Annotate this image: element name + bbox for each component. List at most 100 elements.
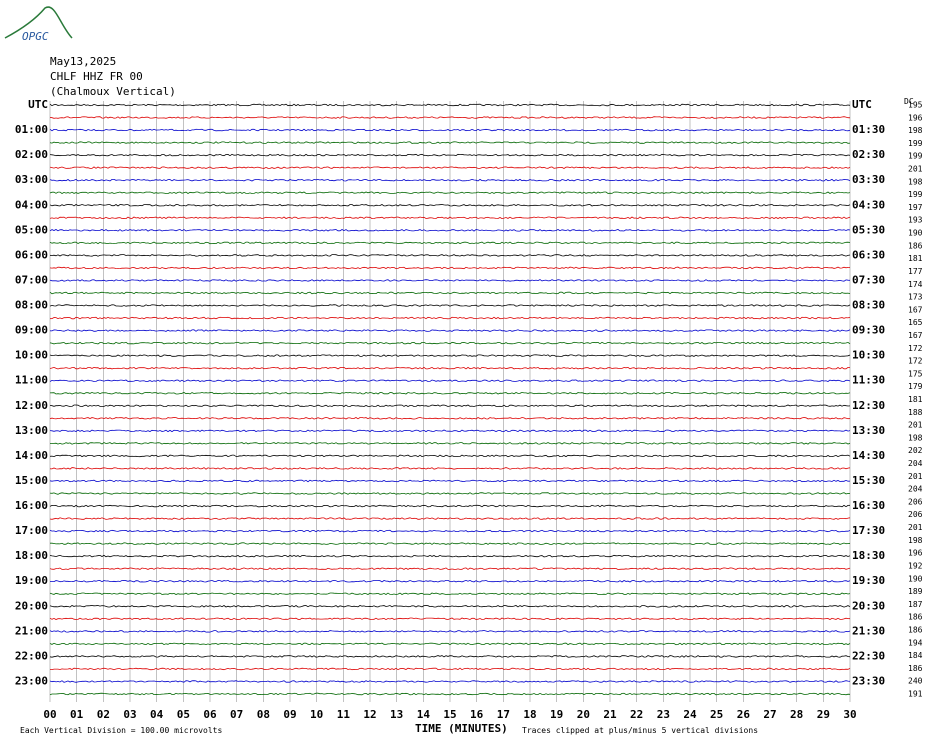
right-time-label: 09:30 xyxy=(852,324,885,337)
left-time-label: 22:00 xyxy=(15,649,48,662)
left-time-label: 06:00 xyxy=(15,248,48,261)
left-time-label: 23:00 xyxy=(15,674,48,687)
trace xyxy=(49,504,851,508)
trace xyxy=(49,241,851,245)
trace xyxy=(49,379,851,382)
x-tick-label: 11 xyxy=(337,708,351,721)
station: CHLF HHZ FR 00 xyxy=(50,70,143,83)
x-tick-label: 24 xyxy=(683,708,697,721)
trace xyxy=(49,316,851,320)
right-time-label: 04:30 xyxy=(852,198,885,211)
left-time-label: 14:00 xyxy=(15,449,48,462)
trace-value: 184 xyxy=(908,651,923,660)
right-time-label: 18:30 xyxy=(852,549,885,562)
trace xyxy=(49,429,851,433)
trace-value: 186 xyxy=(908,613,923,622)
x-axis-title: TIME (MINUTES) xyxy=(415,722,508,735)
trace xyxy=(49,630,851,633)
trace xyxy=(49,492,851,495)
trace xyxy=(49,605,851,608)
trace-value: 199 xyxy=(908,139,923,148)
trace-value: 202 xyxy=(908,446,923,455)
trace-value: 201 xyxy=(908,421,923,430)
x-tick-label: 12 xyxy=(363,708,376,721)
left-time-label: 21:00 xyxy=(15,624,48,637)
footer-right: Traces clipped at plus/minus 5 vertical … xyxy=(522,726,758,735)
trace xyxy=(49,103,851,107)
trace xyxy=(49,366,851,370)
trace xyxy=(49,329,851,332)
trace xyxy=(50,667,851,671)
trace xyxy=(49,517,851,520)
trace-value: 172 xyxy=(908,357,923,366)
x-tick-label: 19 xyxy=(550,708,563,721)
left-time-label: 13:00 xyxy=(15,424,48,437)
trace-value: 186 xyxy=(908,664,923,673)
trace-value: 198 xyxy=(908,433,923,442)
trace-value: 167 xyxy=(908,305,923,314)
trace xyxy=(49,692,851,696)
trace-value: 198 xyxy=(908,126,923,135)
trace xyxy=(49,391,851,395)
x-tick-label: 04 xyxy=(150,708,164,721)
trace xyxy=(49,567,851,570)
trace-value: 201 xyxy=(908,165,923,174)
left-time-label: 04:00 xyxy=(15,198,48,211)
trace xyxy=(49,291,851,295)
trace xyxy=(49,341,851,345)
trace-value: 198 xyxy=(908,177,923,186)
logo: OPGC xyxy=(22,30,49,43)
right-time-label: 11:30 xyxy=(852,374,885,387)
left-time-label: 16:00 xyxy=(15,499,48,512)
trace-value: 174 xyxy=(908,280,923,289)
trace xyxy=(49,266,850,270)
trace xyxy=(49,579,851,583)
trace-value: 165 xyxy=(908,318,923,327)
logo-curve xyxy=(4,6,73,39)
x-tick-label: 07 xyxy=(230,708,243,721)
trace xyxy=(49,467,851,470)
trace-value: 196 xyxy=(908,113,923,122)
trace-value: 192 xyxy=(908,561,923,570)
right-time-label: 05:30 xyxy=(852,223,885,236)
right-time-label: 19:30 xyxy=(852,574,885,587)
right-time-label: 20:30 xyxy=(852,599,885,612)
trace xyxy=(50,542,851,545)
left-time-label: 01:00 xyxy=(15,123,48,136)
trace-value: 187 xyxy=(908,600,923,609)
left-time-label: 09:00 xyxy=(15,324,48,337)
trace xyxy=(49,454,851,458)
x-tick-label: 29 xyxy=(817,708,830,721)
trace xyxy=(49,204,851,207)
trace xyxy=(49,141,851,144)
footer-left: Each Vertical Division = 100.00 microvol… xyxy=(20,726,222,735)
trace xyxy=(49,178,851,182)
x-tick-label: 05 xyxy=(177,708,190,721)
trace xyxy=(49,128,851,132)
trace xyxy=(49,529,851,533)
x-tick-label: 00 xyxy=(43,708,56,721)
x-tick-label: 09 xyxy=(283,708,296,721)
x-tick-label: 08 xyxy=(257,708,270,721)
trace xyxy=(49,116,851,119)
x-tick-label: 06 xyxy=(203,708,217,721)
trace-value: 204 xyxy=(908,485,923,494)
right-time-label: 16:30 xyxy=(852,499,885,512)
trace-value: 181 xyxy=(908,254,923,263)
trace-value: 190 xyxy=(908,574,923,583)
right-time-label: 01:30 xyxy=(852,123,885,136)
trace-value: 167 xyxy=(908,331,923,340)
left-time-label: 12:00 xyxy=(15,399,48,412)
trace xyxy=(49,354,851,357)
trace xyxy=(49,254,851,257)
trace xyxy=(49,479,851,483)
trace-value: 199 xyxy=(908,190,923,199)
left-time-label: UTC xyxy=(28,98,48,111)
trace-value: 173 xyxy=(908,293,923,302)
left-time-label: 07:00 xyxy=(15,273,48,286)
x-tick-label: 17 xyxy=(497,708,510,721)
trace-value: 175 xyxy=(908,369,923,378)
trace-value: 196 xyxy=(908,549,923,558)
right-time-label: 17:30 xyxy=(852,524,885,537)
